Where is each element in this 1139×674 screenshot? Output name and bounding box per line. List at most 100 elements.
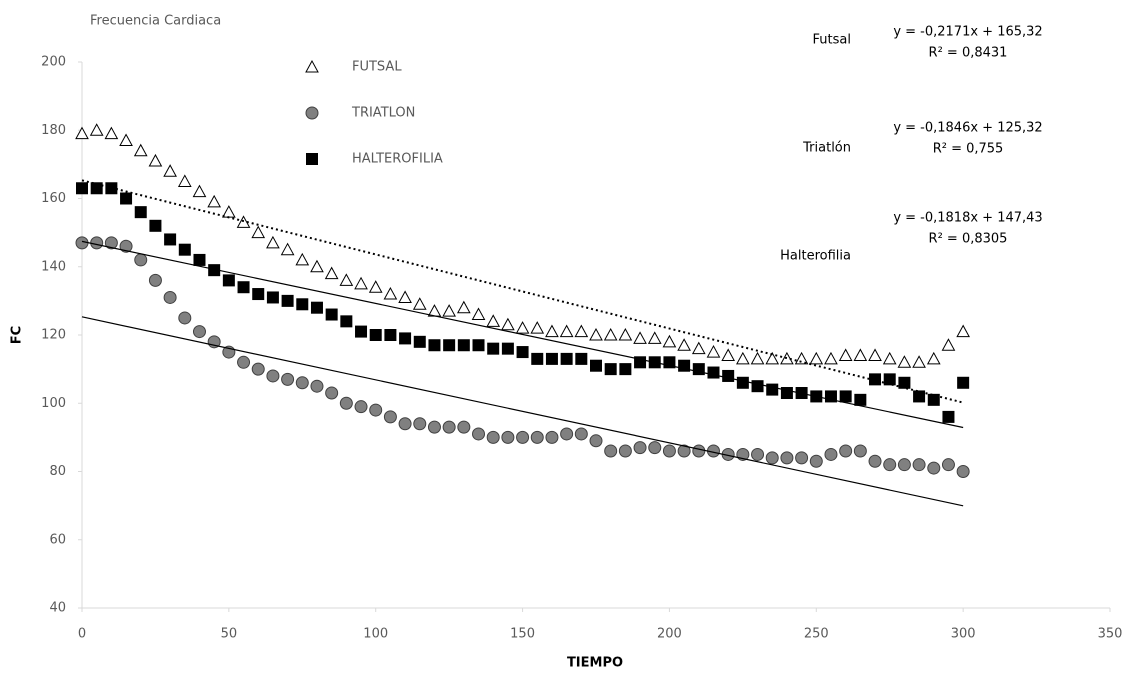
data-point [633,441,647,455]
data-point [898,376,911,389]
legend-marker [305,59,319,73]
data-point [471,307,486,321]
data-point [545,324,559,338]
data-point [281,372,295,386]
data-point [765,451,779,465]
data-point [662,334,677,348]
data-point [751,447,765,461]
data-point [412,297,427,310]
y-tick-label: 100 [41,396,66,411]
data-point [340,315,353,328]
data-point [559,324,574,338]
y-tick-label: 140 [41,259,66,274]
data-point [530,321,545,334]
data-point [633,331,647,344]
data-point [912,355,926,368]
data-point [589,327,603,341]
x-tick-label: 250 [804,627,829,642]
data-point [574,324,589,338]
x-tick-label: 150 [510,627,535,642]
legend-marker [305,106,319,120]
data-point [853,348,868,361]
data-point [751,380,764,393]
data-point [956,465,970,478]
data-point [177,174,192,187]
data-point [531,352,544,365]
x-tick-label: 200 [657,627,682,642]
data-point [148,273,162,287]
data-point [472,339,485,352]
data-point [354,276,368,290]
x-tick-label: 350 [1098,627,1123,642]
data-point [839,444,853,458]
data-point [251,362,265,376]
data-point [413,417,427,431]
data-point [604,444,618,458]
data-point [574,427,588,441]
data-point [722,369,735,382]
data-point [354,400,368,414]
data-point [677,444,691,458]
data-point [192,325,206,339]
data-point [575,352,588,365]
data-point [133,143,148,157]
data-point [516,430,530,444]
data-point [707,366,720,379]
data-point [119,133,133,146]
data-point [868,348,882,361]
annotation: Halterofilia [780,249,851,264]
data-point [854,393,867,406]
data-point [252,288,265,301]
data-point [90,236,104,250]
data-point [90,182,103,195]
data-point [443,339,456,352]
data-point [369,403,383,417]
data-point [237,355,251,369]
data-point [956,324,970,338]
data-point [619,363,632,376]
data-point [487,342,500,355]
data-point [192,184,207,198]
data-point [927,461,941,475]
data-point [89,123,104,136]
data-point [897,458,911,472]
y-tick-label: 40 [49,601,66,616]
data-point [134,206,147,219]
data-point [163,164,177,177]
data-point [120,192,133,205]
data-point [604,363,617,376]
data-point [295,376,309,390]
data-point [839,390,852,403]
data-point [957,376,970,389]
data-point [882,351,897,365]
data-point [677,338,691,351]
data-point [398,417,412,431]
data-point [178,311,192,325]
data-point [325,386,339,400]
chart-title: Frecuencia Cardiaca [90,14,221,29]
data-point [927,393,940,406]
y-tick-label: 200 [41,55,66,70]
data-point [75,126,89,140]
data-point [883,373,896,386]
annotation: Futsal [813,33,851,48]
data-point [383,410,397,424]
data-point [486,314,501,327]
data-point [266,369,280,383]
trendline [81,316,964,507]
data-point [560,352,573,365]
r-squared: R² = 0,8305 [929,232,1008,247]
data-point [736,376,749,389]
data-point [399,332,412,345]
data-point [310,259,324,273]
data-point [692,363,705,376]
data-point [765,351,780,365]
data-point [339,273,354,286]
data-point [545,352,558,365]
data-point [897,355,912,368]
data-point [618,444,632,458]
data-point [208,264,221,277]
data-point [164,233,177,246]
data-point [545,430,559,444]
data-point [648,441,662,455]
